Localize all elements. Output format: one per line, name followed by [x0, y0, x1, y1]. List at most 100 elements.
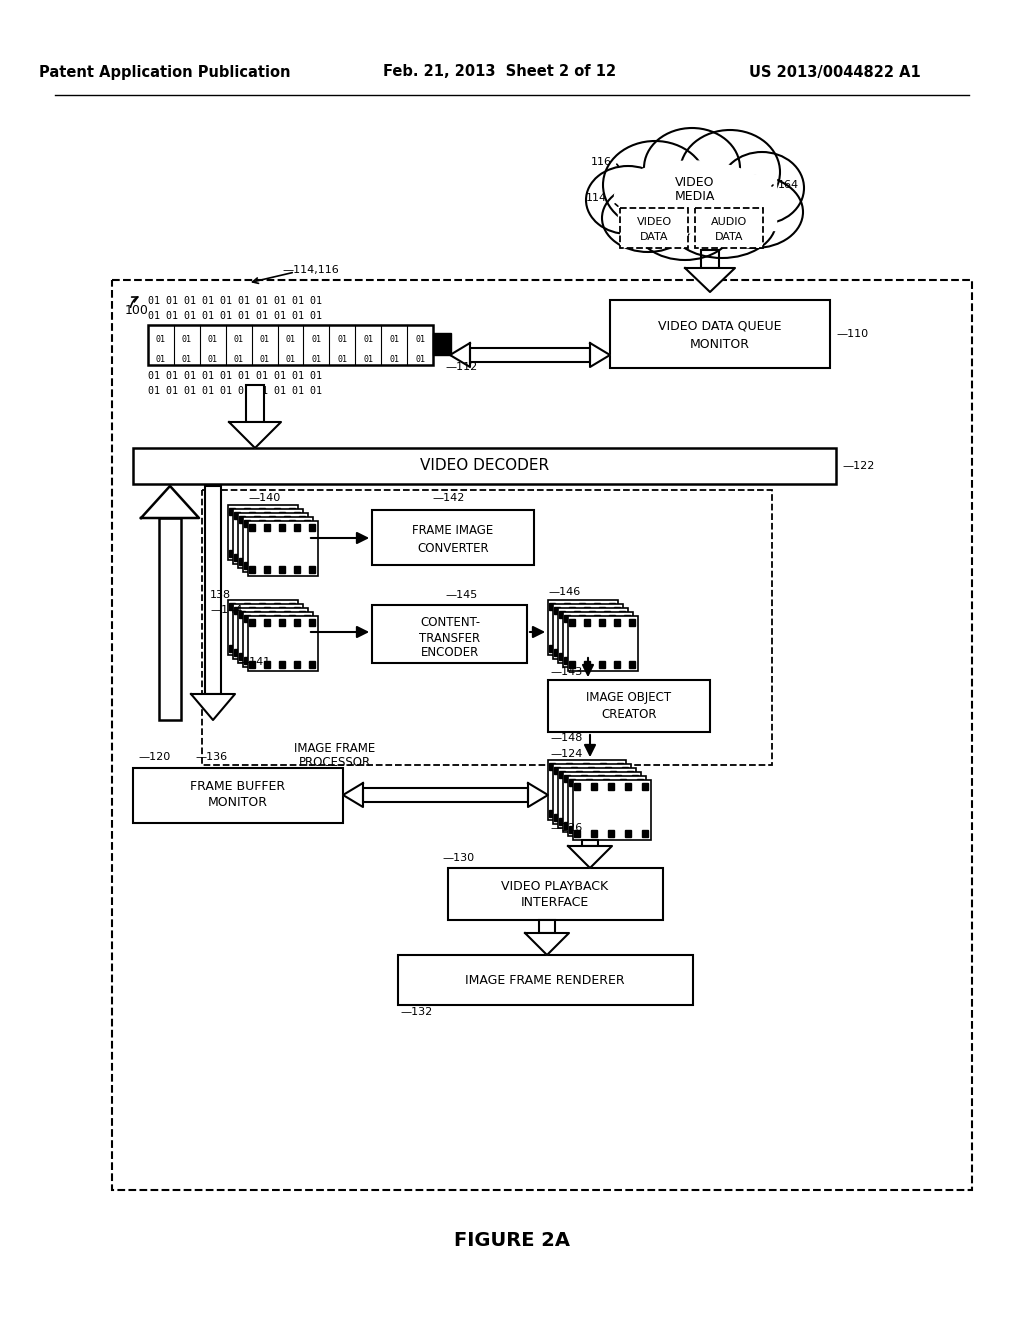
Text: —143: —143: [550, 667, 583, 677]
Bar: [584, 619, 590, 626]
Text: —126: —126: [550, 822, 583, 833]
Bar: [294, 649, 300, 656]
Bar: [642, 830, 648, 837]
Text: 01: 01: [156, 335, 166, 345]
Bar: [264, 524, 270, 531]
Bar: [289, 615, 295, 622]
Bar: [548, 601, 618, 655]
Ellipse shape: [668, 186, 776, 257]
Bar: [620, 779, 626, 785]
Text: ENCODER: ENCODER: [421, 647, 479, 660]
Bar: [249, 554, 255, 561]
Text: 01: 01: [182, 355, 191, 364]
Bar: [239, 516, 245, 523]
Bar: [579, 603, 585, 610]
Text: —140: —140: [248, 492, 281, 503]
Text: —120: —120: [138, 752, 170, 762]
Bar: [229, 645, 234, 652]
Bar: [598, 775, 604, 781]
Bar: [234, 649, 240, 656]
Bar: [274, 562, 280, 569]
Bar: [309, 566, 315, 573]
Bar: [575, 818, 582, 825]
Text: 01 01 01 01 01 01 01 01 01 01: 01 01 01 01 01 01 01 01 01 01: [148, 296, 322, 306]
Bar: [299, 611, 305, 618]
Bar: [294, 566, 300, 573]
Bar: [571, 814, 577, 821]
Text: 01: 01: [156, 355, 166, 364]
Bar: [309, 524, 315, 531]
Text: 01 01 01 01 01 01 01 01 01 01: 01 01 01 01 01 01 01 01 01 01: [148, 385, 322, 396]
Bar: [244, 645, 250, 652]
Bar: [563, 772, 641, 832]
Bar: [617, 763, 623, 770]
Bar: [372, 605, 527, 663]
Bar: [579, 615, 585, 622]
Bar: [249, 607, 255, 614]
Text: 01: 01: [286, 355, 296, 364]
Bar: [244, 520, 250, 527]
Bar: [563, 612, 633, 667]
Bar: [274, 657, 280, 664]
Text: VIDEO DATA QUEUE: VIDEO DATA QUEUE: [658, 319, 781, 333]
Bar: [568, 616, 638, 671]
Bar: [259, 615, 265, 622]
Bar: [604, 611, 610, 618]
Bar: [695, 209, 763, 248]
Bar: [629, 619, 635, 626]
Bar: [243, 612, 313, 667]
Bar: [238, 513, 308, 568]
Text: —112: —112: [445, 362, 477, 372]
Bar: [279, 554, 285, 561]
Bar: [589, 611, 595, 618]
Text: 01: 01: [415, 355, 425, 364]
Ellipse shape: [644, 128, 740, 209]
Text: 01: 01: [311, 355, 322, 364]
Ellipse shape: [602, 183, 694, 252]
Bar: [279, 512, 285, 519]
Bar: [600, 763, 606, 770]
Bar: [449, 869, 663, 920]
Bar: [618, 176, 776, 230]
Bar: [264, 554, 270, 561]
Text: 01: 01: [233, 335, 244, 345]
Bar: [112, 280, 972, 1191]
Text: —130: —130: [442, 853, 474, 863]
Bar: [229, 508, 234, 515]
Bar: [279, 566, 285, 573]
Ellipse shape: [586, 166, 670, 234]
Bar: [618, 611, 625, 618]
Bar: [554, 814, 560, 821]
Bar: [243, 517, 313, 572]
Bar: [244, 657, 250, 664]
Text: 01: 01: [337, 335, 347, 345]
Bar: [205, 486, 221, 694]
Text: 01: 01: [286, 335, 296, 345]
Bar: [622, 767, 628, 774]
Bar: [574, 611, 580, 618]
Bar: [229, 603, 234, 610]
Bar: [294, 524, 300, 531]
Bar: [637, 826, 643, 833]
Text: 01: 01: [233, 355, 244, 364]
Bar: [554, 767, 560, 774]
Bar: [559, 611, 565, 618]
Text: 01: 01: [208, 335, 218, 345]
Text: PROCESSOR: PROCESSOR: [299, 755, 371, 768]
Bar: [233, 605, 303, 659]
Bar: [294, 661, 300, 668]
Bar: [558, 768, 636, 828]
Bar: [583, 810, 589, 817]
Bar: [279, 607, 285, 614]
Bar: [540, 920, 555, 933]
Bar: [304, 615, 310, 622]
Text: Feb. 21, 2013  Sheet 2 of 12: Feb. 21, 2013 Sheet 2 of 12: [383, 65, 616, 79]
Bar: [569, 649, 575, 656]
Polygon shape: [229, 422, 281, 447]
Bar: [632, 822, 638, 829]
Bar: [234, 512, 240, 519]
Bar: [614, 607, 620, 614]
Bar: [637, 779, 643, 785]
Bar: [244, 550, 250, 557]
Text: 164: 164: [778, 180, 799, 190]
